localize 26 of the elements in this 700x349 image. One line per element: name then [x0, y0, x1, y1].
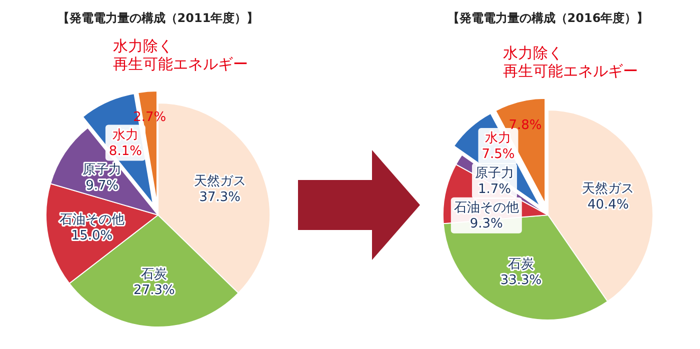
slice-label: 水力 — [485, 131, 512, 146]
slice-label: 石油その他 — [59, 212, 124, 228]
data-label: 33.3% — [500, 272, 542, 288]
slice-label: 石炭 — [141, 267, 168, 282]
slice-label: 石炭 — [508, 256, 534, 272]
data-label: 9.3% — [470, 216, 503, 232]
chart-title: 【発電電力量の構成（2016年度）】 — [447, 11, 649, 25]
chart-title: 【発電電力量の構成（2011年度）】 — [57, 11, 259, 25]
data-label: 9.7% — [86, 178, 119, 194]
data-label: 2.7% — [133, 110, 166, 125]
slice-label: 水力 — [112, 128, 138, 143]
slice-label: 原子力 — [474, 166, 514, 182]
data-label: 37.3% — [199, 190, 241, 205]
slice-label: 石油その他 — [454, 200, 519, 216]
data-label: 15.0% — [71, 228, 113, 244]
data-label: 1.7% — [478, 182, 512, 198]
data-label: 27.3% — [134, 283, 175, 298]
data-label: 40.4% — [588, 197, 629, 212]
data-label: 8.1% — [108, 144, 142, 159]
slice-label: 水力除く再生可能エネルギー — [503, 44, 638, 80]
slice-label: 原子力 — [82, 162, 122, 178]
slice-label: 水力除く再生可能エネルギー — [113, 37, 248, 73]
slice-label: 天然ガス — [582, 181, 634, 196]
data-label: 7.5% — [482, 147, 515, 162]
slice-label: 天然ガス — [194, 174, 246, 189]
data-label: 7.8% — [508, 118, 542, 133]
